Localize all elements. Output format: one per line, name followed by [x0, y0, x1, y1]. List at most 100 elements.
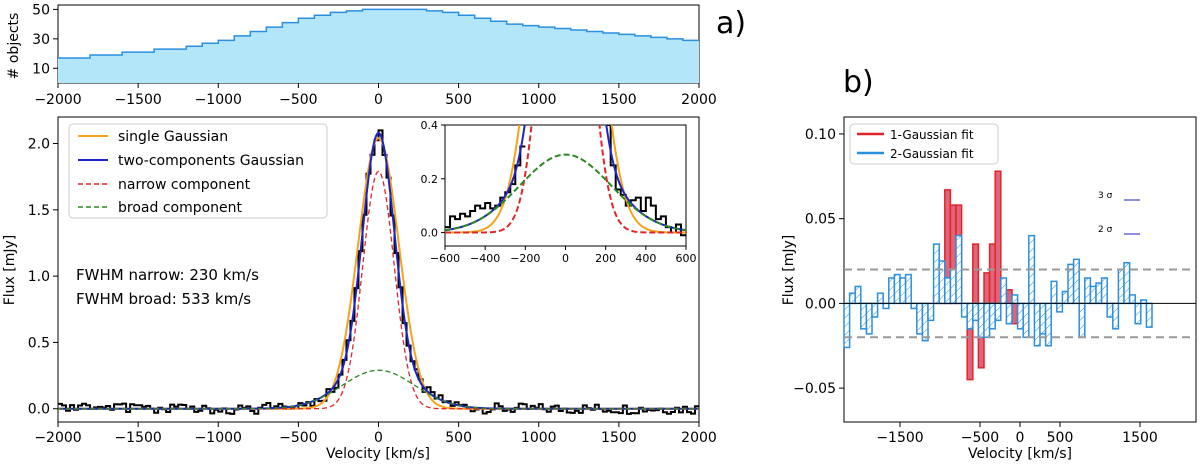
inset-x-tick-label: −200 [510, 252, 540, 265]
bar-2gauss [1100, 277, 1108, 305]
histogram-y-tick-label: 10 [32, 61, 50, 77]
inset-x-ticks: −600 −400 −200 0 200 400 600 [430, 246, 697, 265]
histogram-x-tick-label: 0 [374, 92, 383, 108]
bar-2gauss [1061, 290, 1069, 305]
bar-1gauss [1005, 289, 1013, 305]
annotation-fwhm-narrow: FWHM narrow: 230 km/s [76, 266, 259, 284]
bar-2gauss [1044, 302, 1052, 347]
histogram-y-ticks: 10 30 50 [32, 2, 58, 77]
bar-2gauss [1134, 302, 1142, 325]
residuals-legend: 1-Gaussian fit 2-Gaussian fit [849, 123, 999, 165]
histogram-x-tick-label: −1000 [195, 92, 242, 108]
histogram-y-tick-label: 30 [32, 32, 50, 48]
spectrum-x-tick-label: −2000 [34, 430, 81, 446]
bar-2gauss [983, 302, 991, 339]
legend-single-gaussian: single Gaussian [118, 129, 228, 145]
spectrum-y-tick-label: 0.5 [28, 335, 50, 351]
residuals-x-tick-label: 1500 [1122, 430, 1158, 446]
bar-2gauss [899, 277, 907, 305]
histogram-x-tick-label: −1500 [114, 92, 161, 108]
inset-x-tick-label: 600 [676, 252, 697, 265]
bar-2gauss [910, 302, 918, 310]
spectrum-y-tick-label: 1.0 [28, 269, 50, 285]
inset-curve-narrow-component [445, 125, 686, 234]
histogram-area [58, 8, 699, 84]
inset-y-ticks: 0.0 0.2 0.4 [421, 119, 445, 240]
bar-2gauss [848, 292, 856, 305]
bar-2gauss [904, 273, 912, 305]
bar-2gauss [1145, 302, 1153, 328]
histogram-y-label: # objects [6, 13, 22, 80]
spectrum-x-tick-label: 500 [445, 430, 472, 446]
bar-1gauss [994, 170, 1002, 305]
bar-2gauss [865, 302, 873, 335]
sigma-label-2: 2 σ [1098, 225, 1113, 235]
histogram-panel: −2000 −1500 −1000 −500 0 500 1000 1500 2000 10 30… [6, 2, 717, 108]
bar-2gauss [938, 260, 946, 305]
bar-2gauss [921, 302, 929, 342]
inset-y-tick-label: 0.4 [421, 119, 439, 132]
residuals-y-label: Flux [mJy] [781, 235, 797, 306]
residuals-y-tick-label: −0.05 [793, 381, 836, 397]
legend-1-gaussian-fit: 1-Gaussian fit [890, 128, 974, 142]
spectrum-x-tick-label: −1500 [114, 430, 161, 446]
residuals-x-label: Velocity [km/s] [968, 446, 1072, 462]
bar-2gauss [944, 277, 952, 305]
inset-x-tick-label: 400 [635, 252, 656, 265]
annotation-fwhm-broad: FWHM broad: 533 km/s [76, 290, 251, 308]
bar-2gauss [916, 302, 924, 335]
residuals-x-tick-label: −1500 [876, 430, 923, 446]
residuals-x-tick-label: 0 [1016, 430, 1025, 446]
histogram-step-line [58, 8, 699, 59]
bar-2gauss [977, 302, 985, 339]
spectrum-y-tick-label: 1.5 [28, 203, 50, 219]
bar-2gauss [1022, 302, 1030, 339]
spectrum-x-tick-label: 2000 [681, 430, 717, 446]
histogram-x-tick-label: −2000 [34, 92, 81, 108]
residuals-y-tick-label: 0.05 [805, 212, 836, 228]
spectrum-y-tick-label: 0.0 [28, 402, 50, 418]
bar-2gauss [843, 302, 851, 349]
panel-label-a: a) [716, 6, 746, 41]
bar-2gauss [1016, 302, 1024, 330]
bar-2gauss [1084, 277, 1092, 305]
bar-2gauss [1050, 280, 1058, 305]
spectrum-y-ticks: 0.0 0.5 1.0 1.5 2.0 [28, 137, 58, 418]
bar-2gauss [1095, 282, 1103, 305]
histogram-x-ticks: −2000 −1500 −1000 −500 0 500 1000 1500 2000 [34, 83, 717, 108]
bar-2gauss [882, 302, 890, 310]
bar-2gauss [955, 234, 963, 305]
bar-2gauss [932, 243, 940, 305]
inset-clipped-curves [445, 125, 686, 237]
bar-2gauss [1112, 302, 1120, 330]
inset-curve-single-gaussian [445, 125, 686, 234]
panel-label-b: b) [843, 65, 874, 100]
bar-2gauss [972, 302, 980, 322]
residuals-x-tick-label: −500 [961, 430, 999, 446]
bar-2gauss [888, 277, 896, 305]
residuals-x-tick-label: 500 [1047, 430, 1074, 446]
bar-2gauss [1140, 299, 1148, 305]
inset-frame [444, 124, 687, 247]
legend-narrow-component: narrow component [118, 177, 251, 193]
inset-x-tick-label: −400 [470, 252, 500, 265]
bar-2gauss [860, 302, 868, 330]
bar-2gauss [949, 268, 957, 305]
spectrum-x-tick-label: −500 [279, 430, 317, 446]
inset-curves [445, 125, 686, 237]
legend-box [68, 123, 328, 219]
spectrum-x-tick-label: 1000 [521, 430, 557, 446]
residuals-y-ticks: −0.05 0.00 0.05 0.10 [793, 127, 844, 397]
bar-2gauss [1033, 302, 1041, 347]
bar-1gauss [988, 243, 996, 305]
bar-2gauss [1078, 302, 1086, 339]
bar-2gauss [1089, 285, 1097, 305]
bar-2gauss [1011, 294, 1019, 305]
histogram-x-tick-label: 500 [445, 92, 472, 108]
histogram-y-tick-label: 50 [32, 2, 50, 18]
inset-x-tick-label: 0 [562, 252, 569, 265]
inset-panel: −600 −400 −200 0 200 400 600 0.0 0.2 0.4 [421, 119, 697, 265]
bar-2gauss [988, 302, 996, 330]
histogram-fill [58, 9, 699, 84]
